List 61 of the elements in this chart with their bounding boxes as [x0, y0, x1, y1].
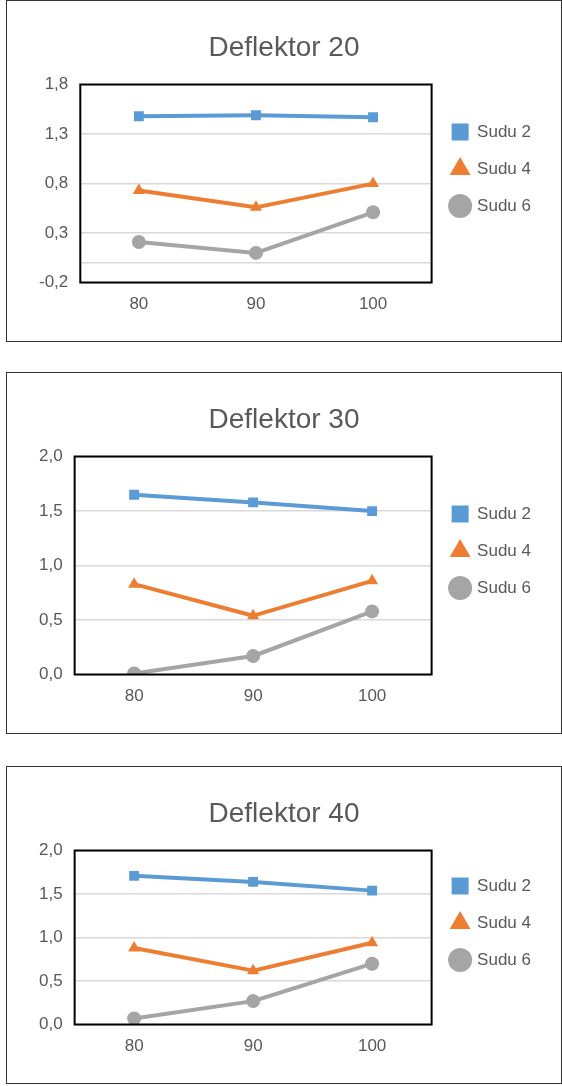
x-tick-label: 90 [243, 686, 263, 706]
point [365, 604, 380, 619]
point [247, 963, 260, 975]
legend-label: Sudu 2 [477, 503, 532, 523]
point [128, 577, 141, 588]
y-tick-label: 1,5 [38, 500, 63, 520]
chart-title: Deflektor 20 [208, 30, 360, 62]
y-tick-label: 0,0 [38, 1014, 63, 1034]
point [133, 111, 144, 122]
y-tick-label: 0,3 [44, 222, 69, 242]
x-tick-label: 80 [124, 1036, 144, 1056]
point [367, 885, 378, 896]
y-tick-label: 1,8 [44, 74, 69, 94]
x-tick-label: 80 [129, 294, 149, 314]
point [251, 110, 261, 121]
y-tick-label: 0,8 [44, 173, 69, 193]
legend-label: Sudu 2 [477, 121, 532, 141]
y-tick-label: 2,0 [38, 840, 63, 860]
point [249, 200, 263, 211]
y-tick-label: -0,2 [39, 272, 69, 292]
legend-label: Sudu 6 [477, 195, 532, 215]
point [131, 235, 146, 250]
point [132, 183, 145, 195]
legend-label: Sudu 4 [477, 158, 532, 178]
y-tick-label: 0,5 [38, 609, 63, 629]
x-tick-label: 90 [246, 294, 266, 314]
x-tick-label: 100 [358, 294, 388, 314]
x-tick-label: 90 [243, 1036, 263, 1056]
y-tick-label: 0,0 [38, 664, 63, 684]
point [127, 1011, 142, 1025]
x-tick-label: 100 [357, 686, 387, 706]
point [129, 870, 140, 881]
point [368, 112, 379, 123]
legend-label: Sudu 6 [477, 577, 532, 597]
point [367, 506, 378, 517]
y-tick-label: 1,0 [38, 927, 63, 947]
point [128, 941, 141, 952]
y-tick-label: 1,0 [38, 555, 63, 575]
point [247, 608, 260, 620]
point [129, 489, 140, 500]
point [366, 573, 379, 585]
y-tick-label: 1,5 [38, 883, 63, 903]
point [248, 876, 259, 887]
y-tick-label: 2,0 [38, 446, 63, 466]
chart-title: Deflektor 30 [208, 402, 360, 434]
chart-title: Deflektor 40 [208, 796, 360, 828]
x-tick-label: 100 [357, 1036, 387, 1056]
x-tick-label: 80 [124, 686, 144, 706]
point [248, 497, 259, 508]
legend-label: Sudu 2 [477, 875, 532, 895]
point [366, 205, 381, 220]
y-tick-label: 1,3 [44, 123, 69, 143]
point [367, 176, 380, 188]
point [246, 994, 261, 1009]
point [366, 935, 379, 947]
point [365, 956, 380, 971]
legend-label: Sudu 4 [477, 912, 532, 932]
legend-label: Sudu 4 [477, 540, 532, 560]
y-tick-label: 0,5 [38, 970, 63, 990]
point [248, 245, 263, 260]
legend-label: Sudu 6 [477, 949, 532, 969]
